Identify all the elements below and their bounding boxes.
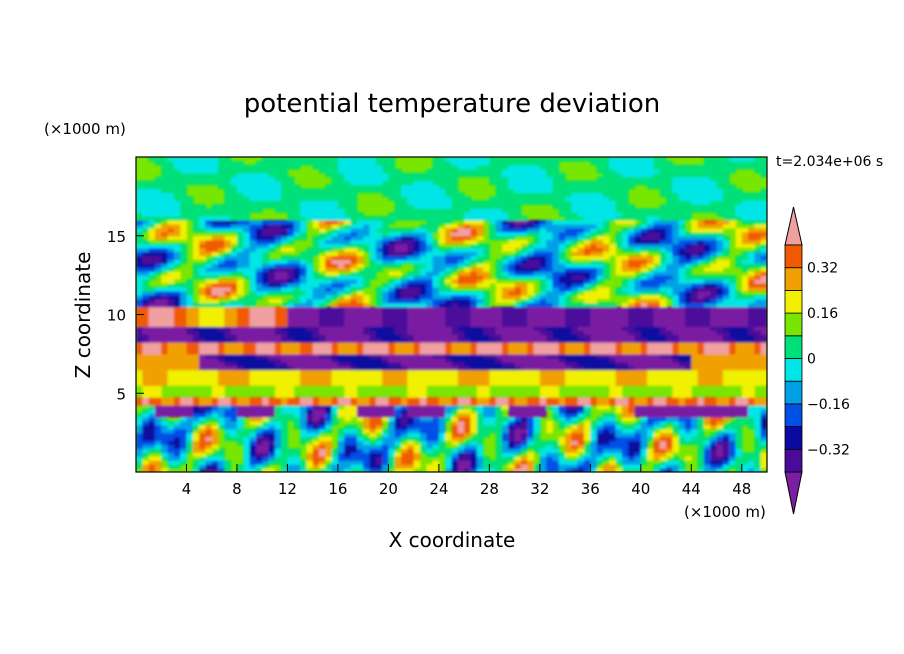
colorbar-segment [784, 335, 803, 359]
colorbar-label: −0.32 [807, 442, 850, 458]
x-tick-label: 16 [328, 480, 347, 498]
colorbar: 0.32 0.16 0 −0.16 −0.32 [784, 206, 850, 515]
x-tick-label: 44 [682, 480, 701, 498]
colorbar-segment [784, 426, 803, 450]
colorbar-segment [784, 312, 803, 337]
colorbar-segment [784, 403, 803, 427]
plot-area [136, 157, 767, 472]
y-tick-label: 5 [116, 385, 126, 403]
colorbar-segment [784, 448, 803, 473]
z-unit-label: (×1000 m) [44, 120, 126, 138]
x-tick-label: 28 [480, 480, 499, 498]
x-axis-label: X coordinate [389, 528, 516, 552]
x-tick-label: 40 [631, 480, 650, 498]
colorbar-over-arrow [784, 206, 803, 246]
time-label: t=2.034e+06 s [776, 154, 883, 170]
colorbar-segment [784, 358, 803, 382]
chart-title: potential temperature deviation [244, 89, 660, 119]
x-tick-label: 20 [379, 480, 398, 498]
x-tick-label: 48 [732, 480, 751, 498]
colorbar-label: 0.32 [807, 261, 838, 277]
contour-field [136, 157, 767, 472]
x-tick-label: 4 [182, 480, 192, 498]
colorbar-segment [784, 380, 803, 405]
x-tick-label: 24 [429, 480, 448, 498]
colorbar-segment [784, 289, 803, 314]
colorbar-label: −0.16 [807, 397, 850, 413]
colorbar-segment [784, 244, 803, 269]
colorbar-label: 0.16 [807, 306, 838, 322]
y-tick-label: 10 [107, 307, 126, 325]
y-axis: 5 10 15 [107, 228, 144, 403]
colorbar-segment [784, 267, 803, 291]
x-tick-label: 32 [530, 480, 549, 498]
colorbar-label: 0 [807, 352, 816, 368]
x-tick-label: 8 [232, 480, 242, 498]
y-tick-label: 15 [107, 228, 126, 246]
x-tick-label: 36 [581, 480, 600, 498]
x-axis: 4 8 12 16 20 24 28 32 36 40 44 48 [182, 464, 751, 498]
colorbar-under-arrow [784, 471, 803, 515]
x-unit-label: (×1000 m) [684, 503, 766, 521]
x-tick-label: 12 [278, 480, 297, 498]
y-axis-label: Z coordinate [71, 252, 95, 379]
